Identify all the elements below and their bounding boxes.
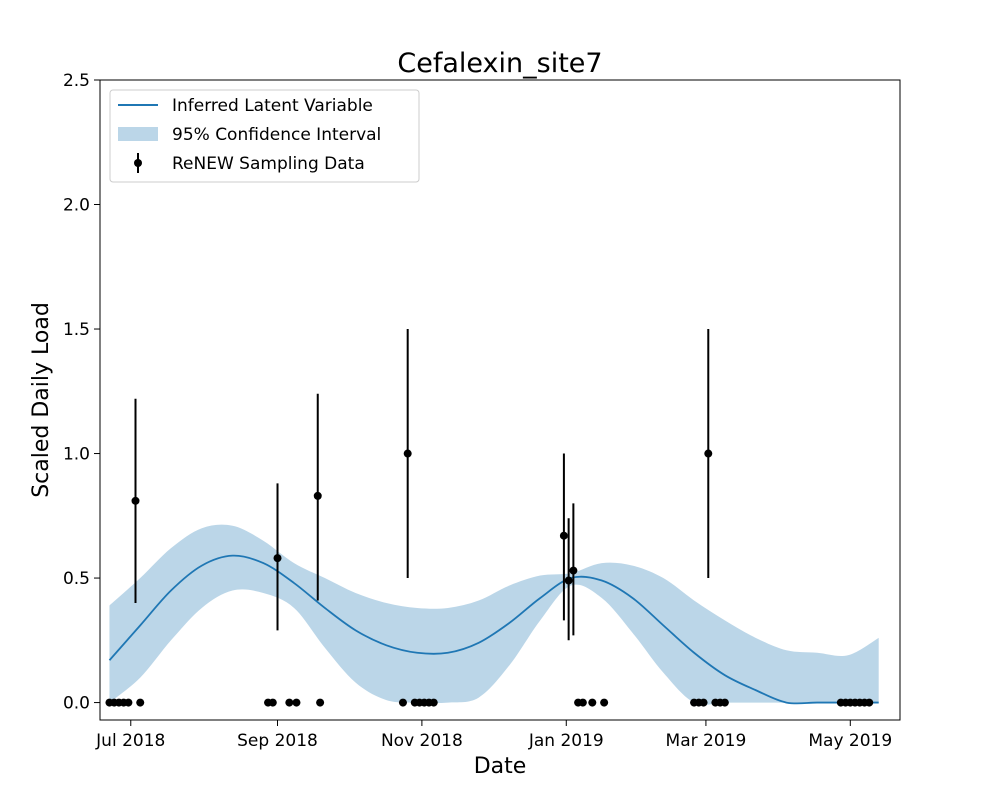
y-tick-label: 1.0 [63, 445, 90, 465]
sampling-data-point [699, 698, 708, 707]
legend-box [109, 89, 420, 183]
sampling-data-point [865, 698, 874, 707]
sampling-data-point [704, 449, 713, 458]
x-axis-label: Date [474, 754, 527, 779]
sampling-data-point [429, 698, 438, 707]
legend-point-swatch [134, 159, 142, 167]
chart-title: Cefalexin_site7 [397, 48, 602, 79]
sampling-data-point [136, 698, 145, 707]
x-tick-label: May 2019 [808, 731, 892, 751]
legend-label: Inferred Latent Variable [172, 96, 373, 116]
sampling-data-point [313, 491, 322, 500]
y-tick-label: 0.0 [63, 694, 90, 714]
sampling-data-point [569, 566, 578, 575]
plot-area-frame [99, 79, 901, 721]
latent-variable-line [108, 554, 879, 705]
sampling-data-point [720, 698, 729, 707]
confidence-interval-band [109, 524, 879, 705]
sampling-data-point [131, 496, 140, 505]
y-tick-label: 2.0 [63, 196, 90, 216]
sampling-data-point [559, 531, 568, 540]
confidence-band-layer [109, 524, 879, 705]
sampling-data-point [403, 449, 412, 458]
sampling-data-point [316, 698, 325, 707]
sampling-data-point [588, 698, 597, 707]
sampling-data-point [268, 698, 277, 707]
x-tick-label: Jan 2019 [528, 731, 604, 751]
legend-label: 95% Confidence Interval [172, 125, 381, 145]
y-tick-label: 0.5 [63, 569, 90, 589]
y-axis-ticks: 0.0 0.5 1.0 1.5 2.0 2.5 [63, 71, 100, 714]
legend-band-swatch [118, 127, 158, 141]
sampling-data-point [273, 554, 282, 563]
sampling-data-point [292, 698, 301, 707]
x-tick-label: Mar 2019 [666, 731, 747, 751]
sampling-data-point [578, 698, 587, 707]
x-axis-ticks: Jul 2018 Sep 2018 Nov 2018 Jan 2019 Mar 2019… [95, 720, 892, 751]
sampling-data-point [398, 698, 407, 707]
x-tick-label: Jul 2018 [95, 731, 165, 751]
x-tick-label: Sep 2018 [237, 731, 318, 751]
sampling-points-layer [105, 329, 874, 707]
y-tick-label: 2.5 [63, 71, 90, 91]
latent-line-layer [108, 554, 879, 705]
y-axis-label: Scaled Daily Load [29, 302, 54, 498]
sampling-data-point [600, 698, 609, 707]
sampling-data-point [285, 698, 294, 707]
legend: Inferred Latent Variable 95% Confidence I… [109, 89, 420, 183]
sampling-data-point [564, 576, 573, 585]
sampling-data-point [124, 698, 133, 707]
y-tick-label: 1.5 [63, 320, 90, 340]
legend-label: ReNEW Sampling Data [172, 154, 365, 174]
x-tick-label: Nov 2018 [381, 731, 463, 751]
